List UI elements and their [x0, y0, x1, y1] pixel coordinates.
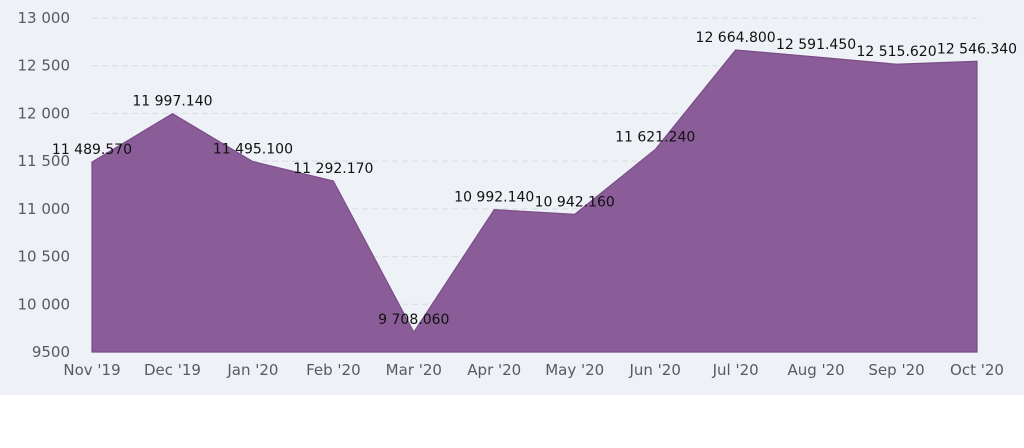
data-label: 11 621.240 — [615, 130, 695, 146]
x-tick-label: Nov '19 — [63, 361, 120, 379]
data-label: 11 489.570 — [52, 142, 132, 158]
y-tick-label: 10 500 — [18, 248, 71, 266]
y-tick-label: 13 000 — [18, 9, 71, 27]
x-tick-label: Feb '20 — [306, 361, 361, 379]
series-area — [91, 49, 978, 353]
x-tick-label: Dec '19 — [144, 361, 201, 379]
data-label: 10 992.140 — [454, 190, 534, 206]
x-tick-label: Aug '20 — [787, 361, 844, 379]
y-tick-label: 9500 — [32, 343, 70, 361]
x-axis: Nov '19 Dec '19 Jan '20 Feb '20 Mar '20 Apr '… — [63, 361, 1004, 379]
y-tick-label: 12 000 — [18, 104, 71, 122]
x-tick-label: Mar '20 — [386, 361, 442, 379]
y-tick-label: 11 000 — [18, 200, 71, 218]
x-tick-label: Jun '20 — [628, 361, 680, 379]
x-tick-label: Jan '20 — [226, 361, 278, 379]
data-label: 12 546.340 — [937, 41, 1017, 57]
x-tick-label: Sep '20 — [868, 361, 924, 379]
x-tick-label: Apr '20 — [467, 361, 521, 379]
y-tick-label: 12 500 — [18, 57, 71, 75]
y-axis: 9500 10 000 10 500 11 000 11 500 12 000 12 500… — [18, 9, 71, 361]
x-tick-label: Oct '20 — [950, 361, 1004, 379]
data-label: 11 997.140 — [132, 94, 212, 110]
x-tick-label: Jul '20 — [712, 361, 759, 379]
data-label: 12 591.450 — [776, 37, 856, 53]
y-tick-label: 11 500 — [18, 152, 71, 170]
area-chart: 9500 10 000 10 500 11 000 11 500 12 000 12 500… — [18, 9, 1018, 379]
data-label: 11 495.100 — [213, 142, 293, 158]
data-label: 11 292.170 — [293, 161, 373, 177]
data-label: 12 515.620 — [856, 44, 936, 60]
x-tick-label: May '20 — [545, 361, 604, 379]
data-label: 9 708.060 — [378, 312, 449, 328]
data-label: 12 664.800 — [696, 30, 776, 46]
data-label: 10 942.160 — [535, 194, 615, 210]
chart-panel: 9500 10 000 10 500 11 000 11 500 12 000 12 500… — [0, 0, 1024, 395]
y-tick-label: 10 000 — [18, 295, 71, 313]
area-series — [91, 49, 978, 353]
